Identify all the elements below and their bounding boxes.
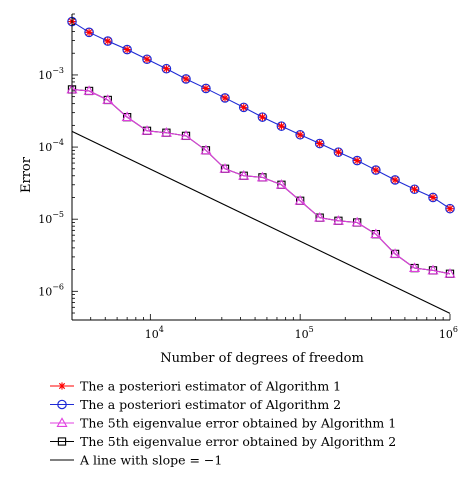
legend-label: The 5th eigenvalue error obtained by Alg… [80, 434, 396, 449]
data-point-0-3 [123, 45, 131, 54]
data-point-0-19 [429, 193, 437, 202]
legend-item: The 5th eigenvalue error obtained by Alg… [50, 434, 396, 449]
series-line-4 [71, 130, 451, 314]
data-point-0-4 [143, 55, 151, 63]
data-point-0-2 [104, 37, 112, 45]
y-tick-label: 10−4 [38, 138, 64, 154]
series-0 [68, 17, 454, 213]
x-axis-title: Number of degrees of freedom [160, 351, 364, 366]
plot-layer [66, 16, 456, 314]
data-point-0-17 [391, 176, 399, 184]
data-point-2-10 [256, 171, 268, 182]
data-point-0-6 [182, 75, 190, 83]
data-point-0-11 [277, 122, 286, 130]
data-point-2-7 [200, 144, 212, 155]
data-point-2-19 [427, 264, 439, 275]
data-point-1-14 [333, 147, 344, 157]
legend-item: The 5th eigenvalue error obtained by Alg… [50, 416, 396, 431]
series-4 [71, 130, 451, 314]
data-point-1-6 [181, 74, 191, 84]
data-point-1-4 [142, 54, 152, 65]
data-point-0-14 [334, 148, 343, 156]
data-point-1-9 [238, 102, 249, 113]
data-point-0-13 [316, 139, 324, 148]
legend-marker [56, 417, 68, 427]
data-point-2-11 [275, 179, 288, 189]
data-point-2-6 [180, 130, 192, 140]
legend-label: The a posteriori estimator of Algorithm … [80, 397, 341, 412]
legend-item: The a posteriori estimator of Algorithm … [50, 379, 341, 394]
data-point-1-3 [122, 44, 132, 55]
data-point-0-10 [258, 113, 267, 121]
y-tick-label: 10−6 [38, 282, 64, 298]
data-point-0-7 [202, 84, 210, 93]
data-point-1-16 [371, 165, 381, 175]
data-point-2-15 [351, 216, 363, 227]
legend-marker [58, 382, 66, 390]
data-point-1-7 [201, 83, 211, 94]
data-point-2-2 [102, 94, 114, 104]
data-point-2-16 [370, 228, 382, 239]
data-point-1-10 [257, 112, 268, 122]
data-point-0-9 [240, 103, 248, 111]
data-point-2-17 [389, 248, 401, 258]
data-point-1-2 [102, 36, 113, 46]
data-point-2-20 [444, 268, 456, 278]
data-point-0-18 [410, 185, 419, 193]
data-point-1-8 [220, 93, 230, 103]
data-point-2-9 [238, 170, 250, 180]
y-tick-label: 10−3 [38, 66, 64, 82]
data-point-0-15 [353, 156, 361, 165]
legend-label: The 5th eigenvalue error obtained by Alg… [80, 416, 396, 431]
data-point-1-1 [84, 27, 94, 38]
data-point-2-1 [83, 85, 95, 95]
data-point-2-8 [219, 163, 231, 173]
data-point-1-5 [161, 63, 172, 74]
legend: The a posteriori estimator of Algorithm … [50, 379, 396, 468]
x-tick-label: 106 [439, 325, 458, 341]
data-point-1-13 [314, 138, 325, 149]
data-point-2-5 [160, 127, 172, 137]
data-point-1-19 [428, 192, 438, 203]
y-axis-title: Error [19, 156, 34, 193]
data-point-2-13 [314, 211, 326, 222]
legend-item: A line with slope = −1 [50, 453, 222, 468]
legend-marker [57, 399, 67, 410]
data-point-1-15 [352, 155, 362, 166]
x-tick-label: 104 [145, 325, 164, 341]
data-point-0-5 [162, 65, 171, 73]
data-point-0-16 [372, 166, 380, 174]
legend-item: The a posteriori estimator of Algorithm … [50, 397, 341, 412]
data-point-2-18 [409, 262, 421, 273]
data-point-1-11 [276, 121, 287, 131]
data-point-1-20 [445, 203, 455, 214]
data-point-1-18 [409, 184, 420, 195]
x-tick-label: 105 [295, 325, 314, 341]
axes-layer: 104 105 106 10−3 10−4 10−5 10−6 [38, 13, 458, 341]
data-point-2-3 [121, 111, 133, 122]
series-line-2 [71, 88, 451, 275]
data-point-2-12 [294, 195, 306, 205]
legend-label: The a posteriori estimator of Algorithm … [80, 379, 341, 394]
data-point-0-20 [446, 205, 454, 213]
data-point-2-14 [332, 215, 344, 225]
data-point-0-12 [296, 131, 304, 139]
data-point-0-8 [221, 94, 229, 102]
data-point-0-1 [85, 28, 93, 36]
data-point-1-12 [295, 129, 305, 140]
legend-marker [57, 437, 67, 446]
data-point-2-4 [141, 125, 153, 135]
legend-label: A line with slope = −1 [79, 453, 222, 468]
y-tick-label: 10−5 [38, 210, 64, 226]
data-point-1-17 [390, 175, 400, 185]
